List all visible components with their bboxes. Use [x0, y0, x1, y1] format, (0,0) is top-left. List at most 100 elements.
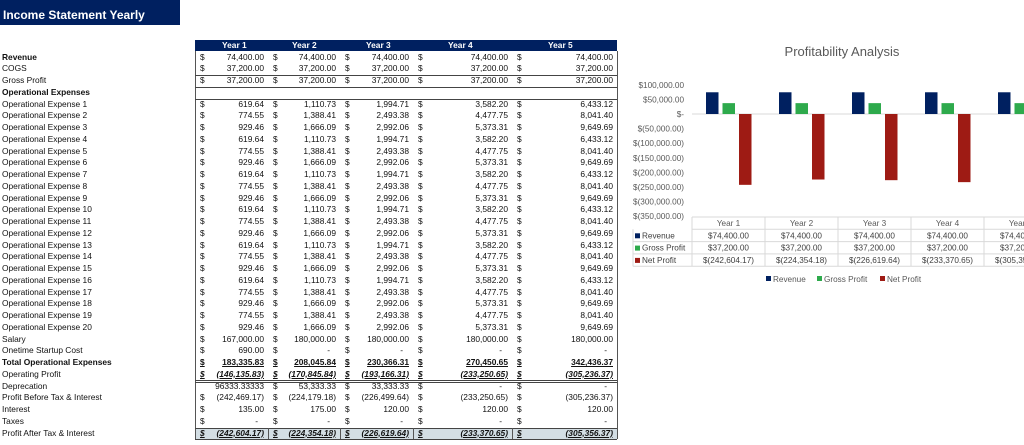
- cell-value[interactable]: 774.55: [238, 145, 264, 156]
- cell-value[interactable]: 6,433.12: [580, 239, 613, 250]
- cell-value[interactable]: 342,436.37: [571, 357, 613, 367]
- cell-value[interactable]: 2,992.06: [376, 192, 409, 203]
- cell-value[interactable]: 8,041.40: [580, 216, 613, 226]
- cell-value[interactable]: 1,666.09: [303, 122, 336, 132]
- cell-value[interactable]: 1,388.41: [303, 216, 336, 226]
- cell-value[interactable]: 3,582.20: [475, 98, 508, 109]
- cell-value[interactable]: 619.64: [238, 204, 264, 215]
- cell-value[interactable]: 9,649.69: [580, 122, 613, 132]
- cell-value[interactable]: 180,000.00: [571, 333, 613, 344]
- cell-value[interactable]: 9,649.69: [580, 321, 613, 332]
- cell-value[interactable]: 1,110.73: [304, 239, 336, 250]
- cell-value[interactable]: 8,041.40: [580, 251, 613, 262]
- cell-value[interactable]: 619.64: [238, 98, 264, 109]
- cell-value[interactable]: -: [499, 415, 502, 426]
- cell-value[interactable]: -: [604, 415, 607, 426]
- cell-value[interactable]: 2,992.06: [376, 227, 409, 238]
- cell-value[interactable]: -: [327, 415, 330, 426]
- cell-value[interactable]: 5,373.31: [475, 227, 508, 238]
- cell-value[interactable]: 774.55: [238, 310, 264, 320]
- cell-value[interactable]: 167,000.00: [222, 333, 264, 344]
- cell-value[interactable]: 1,994.71: [376, 133, 409, 144]
- cell-value[interactable]: 9,649.69: [580, 298, 613, 309]
- cell-value[interactable]: 1,110.73: [304, 204, 336, 215]
- cell-value[interactable]: 929.46: [238, 157, 264, 168]
- cell-value[interactable]: 1,666.09: [303, 227, 336, 238]
- cell-value[interactable]: 53,333.33: [298, 380, 336, 391]
- cell-value[interactable]: 1,994.71: [376, 169, 409, 179]
- cell-value[interactable]: 3,582.20: [475, 169, 508, 179]
- cell-value[interactable]: 9,649.69: [580, 157, 613, 168]
- cell-value[interactable]: (170,845.84): [288, 368, 337, 379]
- cell-value[interactable]: -: [604, 380, 607, 391]
- cell-value[interactable]: 1,388.41: [303, 110, 336, 121]
- cell-value[interactable]: 9,649.69: [580, 263, 613, 273]
- cell-value[interactable]: 74,400.00: [226, 51, 264, 62]
- cell-value[interactable]: 4,477.75: [475, 286, 508, 297]
- cell-value[interactable]: (226,619.64): [361, 427, 410, 438]
- cell-value[interactable]: 1,110.73: [304, 133, 336, 144]
- cell-value[interactable]: 8,041.40: [580, 145, 613, 156]
- cell-value[interactable]: 120.00: [383, 404, 409, 414]
- cell-value[interactable]: 180,000.00: [466, 333, 508, 344]
- cell-value[interactable]: -: [327, 345, 330, 356]
- cell-value[interactable]: 774.55: [238, 251, 264, 262]
- cell-value[interactable]: 4,477.75: [475, 310, 508, 320]
- cell-value[interactable]: 4,477.75: [475, 145, 508, 156]
- cell-value[interactable]: 1,388.41: [303, 286, 336, 297]
- cell-value[interactable]: 2,992.06: [376, 298, 409, 309]
- cell-value[interactable]: 2,493.38: [376, 110, 409, 121]
- cell-value[interactable]: 2,493.38: [376, 216, 409, 226]
- cell-value[interactable]: 208,045.84: [294, 357, 336, 367]
- cell-value[interactable]: 929.46: [238, 263, 264, 273]
- cell-value[interactable]: 2,493.38: [376, 180, 409, 191]
- cell-value[interactable]: 6,433.12: [580, 204, 613, 215]
- cell-value[interactable]: 4,477.75: [475, 251, 508, 262]
- cell-value[interactable]: 270,450.65: [466, 357, 508, 367]
- cell-value[interactable]: 5,373.31: [475, 321, 508, 332]
- cell-value[interactable]: -: [400, 415, 403, 426]
- cell-value[interactable]: 1,388.41: [303, 180, 336, 191]
- cell-value[interactable]: 183,335.83: [222, 357, 264, 367]
- cell-value[interactable]: 2,493.38: [376, 145, 409, 156]
- cell-value[interactable]: 74,400.00: [470, 51, 508, 62]
- cell-value[interactable]: -: [499, 345, 502, 356]
- cell-value[interactable]: (305,236.37): [565, 392, 614, 403]
- cell-value[interactable]: 2,493.38: [376, 310, 409, 320]
- cell-value[interactable]: 37,200.00: [575, 75, 613, 85]
- cell-value[interactable]: 8,041.40: [580, 180, 613, 191]
- cell-value[interactable]: (233,250.65): [460, 368, 509, 379]
- cell-value[interactable]: 6,433.12: [580, 274, 613, 285]
- cell-value[interactable]: 5,373.31: [475, 298, 508, 309]
- cell-value[interactable]: 9,649.69: [580, 192, 613, 203]
- cell-value[interactable]: 619.64: [238, 239, 264, 250]
- cell-value[interactable]: 6,433.12: [580, 133, 613, 144]
- cell-value[interactable]: 1,666.09: [303, 157, 336, 168]
- cell-value[interactable]: 929.46: [238, 298, 264, 309]
- cell-value[interactable]: 1,666.09: [303, 192, 336, 203]
- cell-value[interactable]: 1,110.73: [304, 169, 336, 179]
- cell-value[interactable]: (146,135.83): [216, 368, 265, 379]
- cell-value[interactable]: 96333.33333: [215, 380, 264, 391]
- cell-value[interactable]: 619.64: [238, 169, 264, 179]
- cell-value[interactable]: 2,992.06: [376, 157, 409, 168]
- cell-value[interactable]: 2,493.38: [376, 286, 409, 297]
- cell-value[interactable]: 929.46: [238, 192, 264, 203]
- cell-value[interactable]: 33,333.33: [371, 380, 409, 391]
- cell-value[interactable]: 1,994.71: [376, 98, 409, 109]
- cell-value[interactable]: 6,433.12: [580, 169, 613, 179]
- cell-value[interactable]: 1,994.71: [376, 239, 409, 250]
- cell-value[interactable]: (226,499.64): [361, 392, 410, 403]
- cell-value[interactable]: 774.55: [238, 180, 264, 191]
- cell-value[interactable]: 690.00: [238, 345, 264, 356]
- cell-value[interactable]: 774.55: [238, 110, 264, 121]
- cell-value[interactable]: 120.00: [482, 404, 508, 414]
- cell-value[interactable]: 180,000.00: [294, 333, 336, 344]
- cell-value[interactable]: 1,666.09: [303, 321, 336, 332]
- cell-value[interactable]: 1,110.73: [304, 98, 336, 109]
- cell-value[interactable]: -: [400, 345, 403, 356]
- cell-value[interactable]: 37,200.00: [226, 75, 264, 85]
- cell-value[interactable]: (242,604.17): [216, 427, 265, 438]
- cell-value[interactable]: 6,433.12: [580, 98, 613, 109]
- cell-value[interactable]: 230,366.31: [367, 357, 409, 367]
